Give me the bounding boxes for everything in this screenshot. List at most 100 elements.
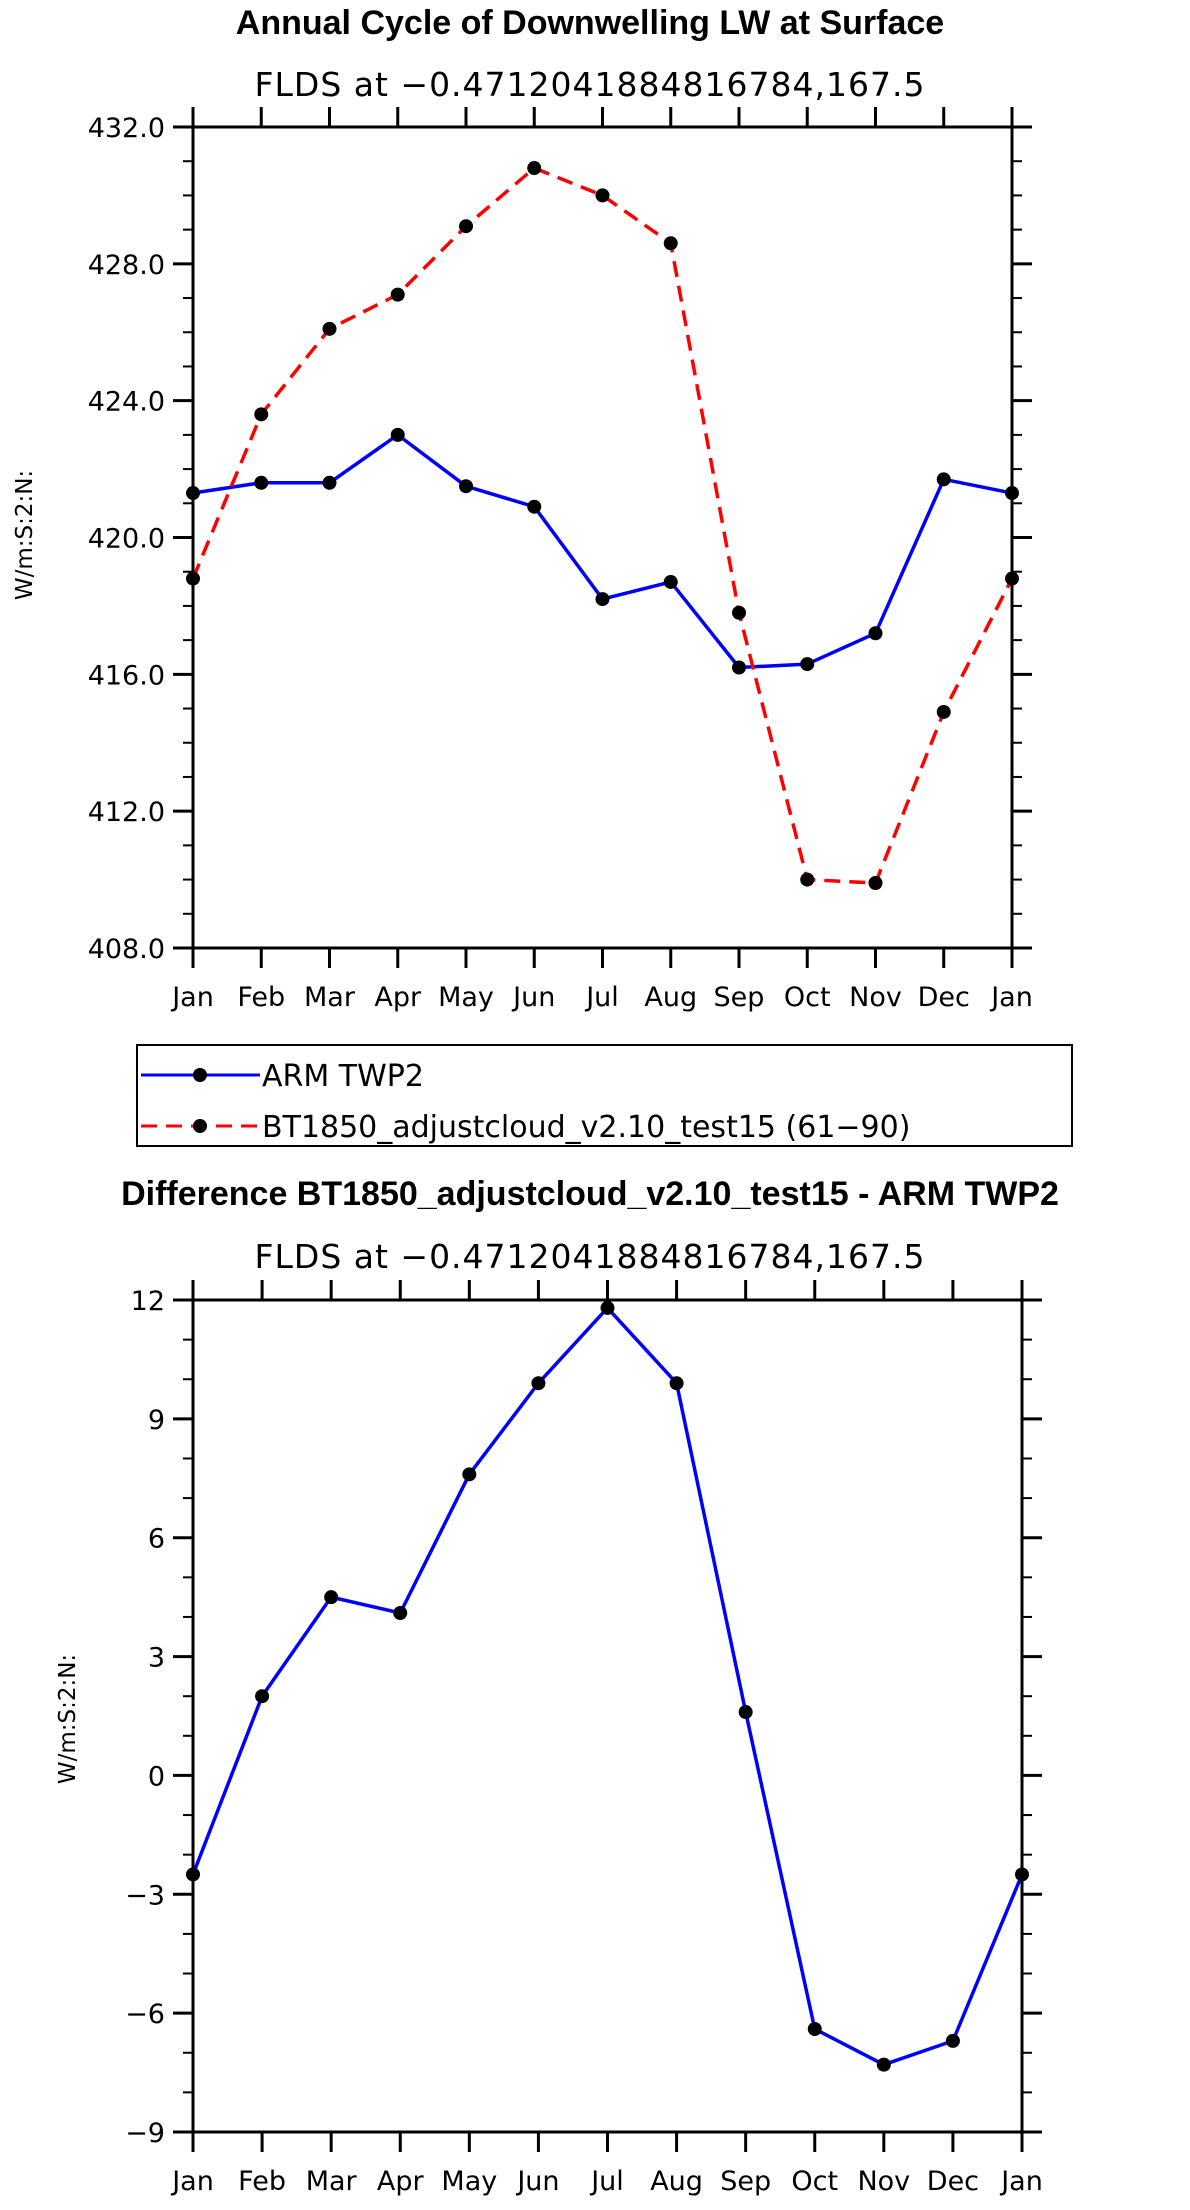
data-point: [531, 1376, 546, 1391]
y-axis-label: W/m:S:2:N:: [12, 470, 38, 600]
series-line-0: [191, 1306, 1024, 2067]
data-point: [186, 486, 200, 501]
data-point: [945, 2033, 960, 2048]
legend-label-bt1850: BT1850_adjustcloud_v2.10_test15 (61−90): [262, 1110, 910, 1145]
data-point: [527, 499, 542, 514]
x-tick-label: Jul: [584, 982, 619, 1013]
chart-subtitle: FLDS at −0.4712041884816784,167.5: [255, 1237, 926, 1276]
y-axis-label: W/m:S:2:N:: [55, 1654, 81, 1784]
data-point: [1015, 1867, 1029, 1882]
x-tick-label: Apr: [377, 2166, 425, 2197]
y-tick-label: 424.0: [88, 387, 165, 418]
data-point: [936, 472, 951, 487]
difference-chart: Difference BT1850_adjustcloud_v2.10_test…: [55, 1175, 1059, 2197]
y-tick-label: 3: [148, 1643, 165, 1674]
data-point: [595, 592, 610, 607]
plot-frame: [191, 125, 1014, 950]
chart-title: Difference BT1850_adjustcloud_v2.10_test…: [121, 1175, 1059, 1213]
plot-frame: [191, 1298, 1024, 2134]
y-tick-label: 12: [131, 1286, 165, 1317]
y-tick-label: 432.0: [88, 113, 165, 144]
y-tick-label: 428.0: [88, 250, 165, 281]
y-tick-label: 0: [148, 1761, 165, 1792]
legend-box: [136, 1044, 1073, 1147]
x-tick-label: Dec: [927, 2166, 979, 2197]
x-tick-label: Jun: [511, 982, 555, 1013]
data-point: [459, 479, 473, 494]
data-point: [462, 1467, 477, 1482]
data-point: [1005, 571, 1019, 586]
data-point: [1005, 486, 1019, 501]
data-point: [600, 1300, 615, 1315]
x-tick-label: Nov: [849, 982, 902, 1013]
x-tick-label: Aug: [644, 982, 697, 1013]
x-tick-label: Sep: [720, 2166, 771, 2197]
data-point: [254, 475, 269, 490]
x-tick-label: Jan: [170, 982, 214, 1013]
data-point: [800, 657, 815, 672]
data-point: [390, 427, 405, 442]
annual-cycle-chart: Annual Cycle of Downwelling LW at Surfac…: [12, 4, 1033, 1013]
x-tick-label: Nov: [857, 2166, 910, 2197]
data-point: [595, 188, 610, 203]
data-point: [186, 1867, 200, 1882]
y-tick-label: 416.0: [88, 660, 165, 691]
x-tick-label: Mar: [306, 2166, 358, 2197]
y-tick-label: −6: [125, 1999, 165, 2030]
y-tick-label: 420.0: [88, 524, 165, 555]
x-tick-label: Jan: [999, 2166, 1043, 2197]
data-point: [527, 161, 542, 176]
legend-marker-bt1850: [193, 1119, 207, 1133]
y-tick-label: 6: [148, 1524, 165, 1555]
data-point: [868, 876, 883, 891]
series-line-0: [192, 433, 1013, 670]
y-tick-label: 9: [148, 1405, 165, 1436]
data-point: [936, 704, 951, 719]
y-tick-label: −3: [125, 1880, 165, 1911]
legend-label-arm-twp2: ARM TWP2: [262, 1059, 424, 1094]
data-point: [322, 475, 337, 490]
data-point: [669, 1376, 684, 1391]
data-point: [732, 660, 746, 675]
x-tick-label: Dec: [918, 982, 970, 1013]
data-point: [186, 571, 200, 586]
y-tick-label: 408.0: [88, 934, 165, 965]
x-tick-label: Feb: [238, 2166, 286, 2197]
data-point: [324, 1590, 339, 1605]
y-tick-label: −9: [125, 2118, 165, 2149]
series-line-1: [191, 166, 1014, 885]
data-point: [738, 1705, 753, 1720]
legend: ARM TWP2 BT1850_adjustcloud_v2.10_test15…: [136, 1044, 1073, 1147]
data-point: [393, 1605, 408, 1620]
x-tick-label: Jan: [989, 982, 1033, 1013]
legend-marker-arm-twp2: [193, 1068, 207, 1082]
x-tick-label: Apr: [374, 982, 422, 1013]
data-point: [663, 574, 678, 589]
data-point: [868, 626, 883, 641]
x-tick-label: May: [438, 982, 494, 1013]
data-point: [732, 605, 746, 620]
x-tick-label: Oct: [791, 2166, 838, 2197]
x-tick-label: Jun: [515, 2166, 559, 2197]
data-point: [800, 872, 815, 887]
data-point: [807, 2021, 822, 2036]
data-point: [255, 1689, 270, 1704]
x-tick-label: Jan: [170, 2166, 214, 2197]
data-point: [390, 287, 405, 302]
chart-title: Annual Cycle of Downwelling LW at Surfac…: [236, 4, 944, 42]
x-tick-label: Aug: [650, 2166, 703, 2197]
chart-subtitle: FLDS at −0.4712041884816784,167.5: [255, 65, 926, 104]
x-tick-label: May: [441, 2166, 497, 2197]
data-point: [663, 236, 678, 251]
y-tick-label: 412.0: [88, 797, 165, 828]
data-point: [322, 321, 337, 336]
x-tick-label: Oct: [784, 982, 831, 1013]
data-point: [876, 2057, 891, 2072]
data-point: [459, 219, 473, 234]
x-tick-label: Sep: [714, 982, 765, 1013]
x-tick-label: Mar: [304, 982, 356, 1013]
x-tick-label: Feb: [237, 982, 285, 1013]
data-point: [254, 407, 269, 422]
x-tick-label: Jul: [589, 2166, 624, 2197]
